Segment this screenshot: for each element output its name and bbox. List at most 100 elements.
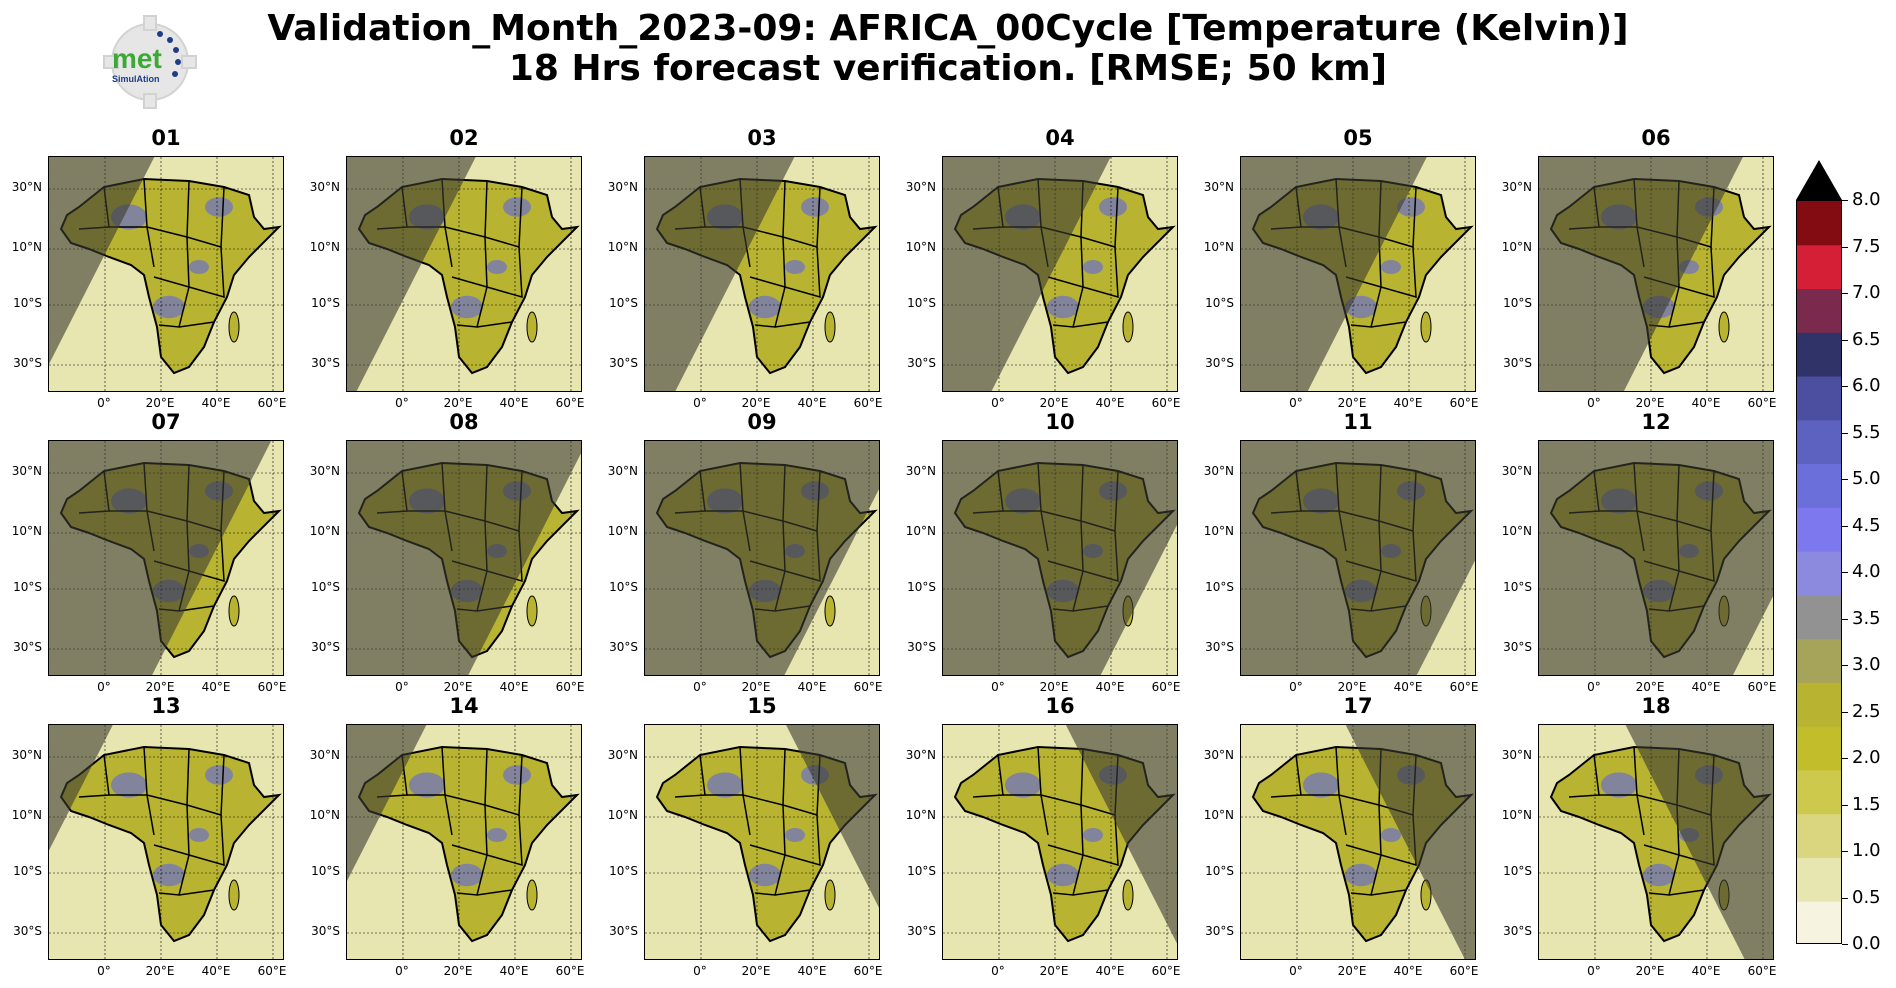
night-shading bbox=[49, 157, 155, 391]
colorbar-tick-mark bbox=[1842, 200, 1848, 201]
rmse-map bbox=[346, 724, 582, 960]
rmse-map bbox=[48, 156, 284, 392]
colorbar-bin bbox=[1797, 594, 1841, 640]
lat-tick-label: 30°N bbox=[607, 180, 638, 194]
country-border bbox=[146, 794, 155, 836]
lon-tick-label: 0° bbox=[991, 964, 1005, 978]
high-rmse-area bbox=[189, 828, 209, 842]
lat-tick-label: 30°N bbox=[905, 464, 936, 478]
map-panel: 14 30°N 10°N 10°S 30°S 0° 20°E 40°E 60°E bbox=[310, 694, 585, 978]
colorbar-tick-mark bbox=[1842, 897, 1848, 899]
country-border bbox=[476, 321, 513, 328]
lon-tick-label: 60°E bbox=[853, 396, 883, 410]
lon-tick-label: 20°E bbox=[443, 964, 473, 978]
lat-tick-label: 10°N bbox=[11, 240, 42, 254]
colorbar-bin bbox=[1797, 288, 1841, 333]
lat-tick-label: 10°S bbox=[1503, 864, 1532, 878]
lat-tick-label: 10°S bbox=[13, 580, 42, 594]
lon-tick-label: 20°E bbox=[1039, 964, 1069, 978]
colorbar-bin bbox=[1797, 551, 1841, 596]
high-rmse-area bbox=[707, 772, 743, 798]
lon-tick-label: 60°E bbox=[1747, 680, 1777, 694]
panel-title: 09 bbox=[747, 410, 777, 434]
colorbar-tick-mark bbox=[1842, 804, 1848, 806]
lat-tick-label: 10°N bbox=[1501, 240, 1532, 254]
high-rmse-area bbox=[1601, 772, 1637, 798]
rmse-map bbox=[644, 724, 880, 960]
lon-tick-label: 0° bbox=[991, 396, 1005, 410]
lon-tick-label: 20°E bbox=[1337, 680, 1367, 694]
high-rmse-area bbox=[1083, 828, 1103, 842]
lat-tick-label: 10°S bbox=[907, 296, 936, 310]
lon-tick-label: 0° bbox=[1289, 680, 1303, 694]
map-panel: 12 30°N 10°N 10°S 30°S 0° 20°E 40°E 60°E bbox=[1502, 410, 1777, 694]
night-shading bbox=[645, 441, 879, 675]
panel-title: 16 bbox=[1045, 694, 1075, 718]
map-panel: 18 30°N 10°N 10°S 30°S 0° 20°E 40°E 60°E bbox=[1502, 694, 1777, 978]
lon-tick-label: 20°E bbox=[443, 396, 473, 410]
country-border bbox=[1668, 321, 1705, 328]
lon-tick-label: 40°E bbox=[1691, 964, 1721, 978]
lat-tick-label: 10°S bbox=[609, 296, 638, 310]
country-border bbox=[1668, 889, 1705, 896]
lat-tick-label: 30°N bbox=[1203, 464, 1234, 478]
lon-tick-label: 20°E bbox=[1635, 964, 1665, 978]
lat-tick-label: 30°S bbox=[311, 640, 340, 654]
lat-tick-label: 10°S bbox=[907, 864, 936, 878]
svg-text:SimulAtion: SimulAtion bbox=[112, 74, 160, 84]
night-shading bbox=[1241, 157, 1427, 391]
lat-tick-label: 30°S bbox=[1205, 924, 1234, 938]
country-border bbox=[188, 246, 225, 299]
lon-tick-label: 0° bbox=[693, 396, 707, 410]
lat-tick-label: 10°N bbox=[1203, 808, 1234, 822]
rmse-map bbox=[1240, 724, 1476, 960]
map-panel: 04 30°N 10°N 10°S 30°S 0° 20°E 40°E 60°E bbox=[906, 126, 1181, 410]
lat-tick-label: 10°N bbox=[905, 524, 936, 538]
map-panel: 15 30°N 10°N 10°S 30°S 0° 20°E 40°E 60°E bbox=[608, 694, 883, 978]
colorbar-tick-label: 2.0 bbox=[1852, 747, 1881, 768]
night-shading bbox=[645, 157, 795, 391]
lon-tick-label: 0° bbox=[395, 680, 409, 694]
country-border bbox=[486, 814, 523, 867]
lon-tick-label: 0° bbox=[1587, 680, 1601, 694]
colorbar-tick-label: 8.0 bbox=[1852, 189, 1881, 210]
panel-title: 18 bbox=[1641, 694, 1671, 718]
country-border bbox=[784, 246, 821, 299]
lon-tick-label: 20°E bbox=[1039, 680, 1069, 694]
high-rmse-area bbox=[1047, 295, 1079, 319]
lat-tick-label: 10°N bbox=[309, 524, 340, 538]
madagascar bbox=[824, 595, 836, 627]
country-border bbox=[1072, 889, 1109, 896]
lon-tick-label: 40°E bbox=[201, 964, 231, 978]
high-rmse-area bbox=[503, 765, 531, 785]
lon-tick-label: 0° bbox=[991, 680, 1005, 694]
colorbar-tick-mark bbox=[1842, 851, 1848, 852]
rmse-map bbox=[644, 156, 880, 392]
colorbar-tick-mark bbox=[1842, 339, 1848, 341]
colorbar-tick-label: 7.0 bbox=[1852, 282, 1881, 303]
lat-tick-label: 30°S bbox=[609, 924, 638, 938]
lat-tick-label: 10°S bbox=[1503, 580, 1532, 594]
colorbar-tick-label: 4.0 bbox=[1852, 561, 1881, 582]
high-rmse-area bbox=[205, 765, 233, 785]
country-border bbox=[1338, 794, 1347, 836]
rmse-map bbox=[48, 724, 284, 960]
madagascar bbox=[228, 311, 240, 343]
lon-tick-label: 60°E bbox=[853, 680, 883, 694]
country-border bbox=[1072, 321, 1109, 328]
lat-tick-label: 30°S bbox=[907, 640, 936, 654]
colorbar-tick-label: 6.5 bbox=[1852, 328, 1881, 350]
lon-tick-label: 40°E bbox=[797, 680, 827, 694]
country-border bbox=[178, 889, 215, 896]
lon-tick-label: 40°E bbox=[1095, 964, 1125, 978]
lat-tick-label: 10°S bbox=[311, 864, 340, 878]
lon-tick-label: 60°E bbox=[1449, 964, 1479, 978]
lon-tick-label: 60°E bbox=[853, 964, 883, 978]
lat-tick-label: 10°S bbox=[1205, 296, 1234, 310]
lat-tick-label: 30°S bbox=[311, 924, 340, 938]
high-rmse-area bbox=[785, 828, 805, 842]
night-shading bbox=[1625, 725, 1773, 959]
lat-tick-label: 30°N bbox=[11, 180, 42, 194]
high-rmse-area bbox=[1345, 863, 1377, 887]
lon-tick-label: 60°E bbox=[555, 964, 585, 978]
